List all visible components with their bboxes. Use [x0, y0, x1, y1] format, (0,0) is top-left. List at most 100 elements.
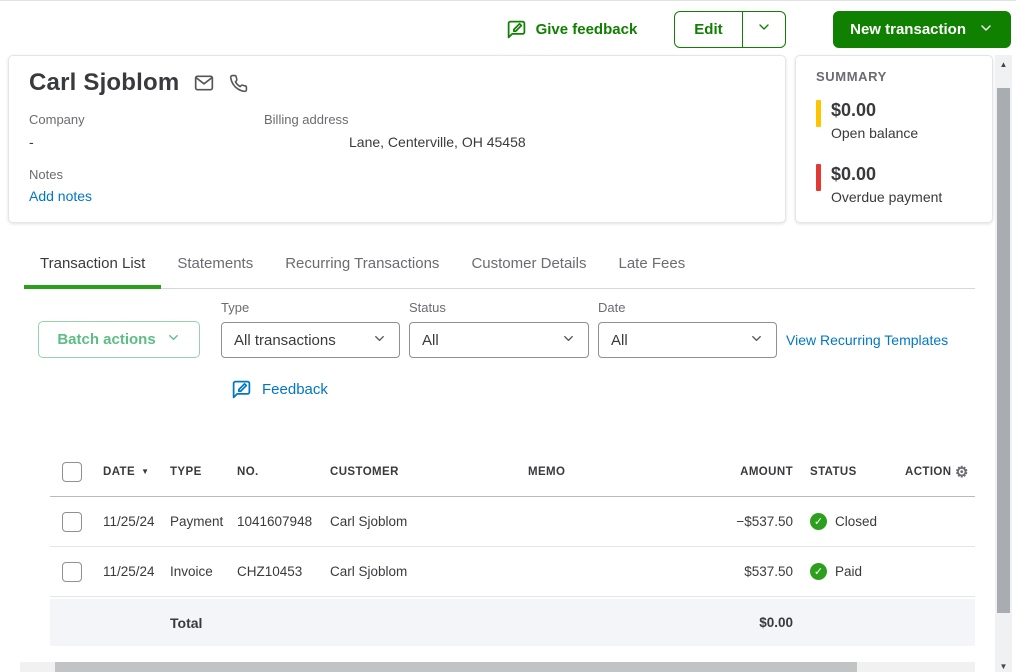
cell-no: 1041607948	[237, 514, 313, 529]
tab-recurring-transactions[interactable]: Recurring Transactions	[285, 255, 440, 272]
chevron-down-icon	[749, 331, 764, 350]
header-action[interactable]: ACTION	[905, 465, 952, 478]
scroll-down-icon[interactable]: ▼	[999, 662, 1008, 671]
phone-icon[interactable]	[229, 74, 248, 93]
transaction-table: DATE ▼ TYPE NO. CUSTOMER MEMO AMOUNT STA…	[50, 447, 975, 646]
total-label: Total	[170, 614, 203, 631]
row-checkbox[interactable]	[62, 561, 82, 582]
summary-card: SUMMARY $0.00 Open balance $0.00 Overdue…	[795, 55, 993, 223]
give-feedback-link[interactable]: Give feedback	[506, 19, 638, 40]
horizontal-scrollbar[interactable]	[20, 662, 975, 672]
chevron-down-icon	[756, 19, 772, 40]
customer-name: Carl Sjoblom	[29, 69, 180, 96]
table-row[interactable]: 11/25/24 Invoice CHZ10453 Carl Sjoblom $…	[50, 547, 975, 597]
summary-overdue-payment: $0.00 Overdue payment	[816, 164, 972, 205]
batch-actions-label: Batch actions	[57, 331, 156, 348]
date-filter-value: All	[611, 331, 628, 349]
tab-bar: Transaction List Statements Recurring Tr…	[24, 250, 975, 289]
overdue-payment-bar	[816, 164, 821, 191]
date-filter-dropdown[interactable]: All	[598, 322, 777, 358]
feedback-label: Feedback	[262, 381, 328, 398]
give-feedback-label: Give feedback	[535, 21, 638, 38]
gear-icon[interactable]: ⚙	[955, 463, 969, 481]
header-date[interactable]: DATE	[103, 465, 136, 478]
customer-info-card: Carl Sjoblom Company - Billing address L…	[8, 55, 786, 223]
top-divider	[0, 0, 1016, 1]
status-check-icon: ✓	[810, 563, 827, 580]
edit-dropdown-toggle[interactable]	[743, 12, 785, 47]
sort-desc-icon: ▼	[141, 467, 150, 476]
company-value: -	[29, 134, 34, 150]
edit-label: Edit	[694, 21, 723, 38]
type-filter-label: Type	[221, 300, 250, 315]
status-filter-dropdown[interactable]: All	[409, 322, 589, 358]
status-check-icon: ✓	[810, 513, 827, 530]
row-checkbox[interactable]	[62, 511, 82, 532]
cell-date: 11/25/24	[103, 564, 155, 579]
header-status[interactable]: STATUS	[810, 465, 857, 478]
billing-address-label: Billing address	[264, 112, 349, 127]
scroll-up-icon[interactable]: ▲	[999, 60, 1008, 69]
cell-customer: Carl Sjoblom	[330, 514, 408, 529]
cell-status: ✓ Paid	[793, 563, 905, 580]
open-balance-bar	[816, 100, 821, 127]
status-filter-value: All	[422, 331, 439, 349]
cell-no: CHZ10453	[237, 564, 303, 579]
cell-type: Payment	[170, 514, 224, 529]
vertical-scrollbar[interactable]: ▲ ▼	[995, 55, 1012, 672]
batch-actions-button[interactable]: Batch actions	[38, 321, 200, 358]
vertical-scrollbar-thumb[interactable]	[997, 88, 1010, 613]
table-row[interactable]: 11/25/24 Payment 1041607948 Carl Sjoblom…	[50, 497, 975, 547]
cell-customer: Carl Sjoblom	[330, 564, 408, 579]
new-transaction-label: New transaction	[850, 21, 966, 38]
header-no[interactable]: NO.	[237, 465, 259, 478]
cell-amount: −$537.50	[736, 514, 793, 529]
email-icon[interactable]	[194, 73, 214, 93]
chevron-down-icon	[372, 331, 387, 350]
status-filter-label: Status	[409, 300, 446, 315]
cell-date: 11/25/24	[103, 514, 155, 529]
chevron-down-icon	[166, 330, 181, 349]
edit-button[interactable]: Edit	[675, 12, 741, 47]
type-filter-value: All transactions	[234, 331, 336, 349]
cell-type: Invoice	[170, 564, 213, 579]
overdue-payment-amount: $0.00	[831, 164, 877, 184]
header-type[interactable]: TYPE	[170, 465, 202, 478]
edit-button-divider	[741, 12, 744, 47]
header-memo[interactable]: MEMO	[528, 465, 566, 478]
table-total-row: Total $0.00	[50, 599, 975, 646]
overdue-payment-label: Overdue payment	[831, 189, 943, 205]
header-customer[interactable]: CUSTOMER	[330, 465, 399, 478]
open-balance-amount: $0.00	[831, 100, 877, 120]
top-action-bar: Give feedback Edit New transaction	[506, 11, 1011, 48]
open-balance-label: Open balance	[831, 125, 919, 141]
status-text: Closed	[835, 514, 878, 529]
type-filter-dropdown[interactable]: All transactions	[221, 322, 400, 358]
new-transaction-button[interactable]: New transaction	[833, 11, 1011, 48]
cell-status: ✓ Closed	[793, 513, 905, 530]
feedback-bubble-icon	[506, 19, 527, 40]
select-all-checkbox[interactable]	[62, 461, 82, 482]
summary-open-balance: $0.00 Open balance	[816, 100, 972, 141]
edit-split-button: Edit	[674, 11, 787, 48]
add-notes-link[interactable]: Add notes	[29, 188, 93, 204]
status-text: Paid	[835, 564, 863, 579]
table-header-row: DATE ▼ TYPE NO. CUSTOMER MEMO AMOUNT STA…	[50, 447, 975, 497]
feedback-link[interactable]: Feedback	[231, 379, 328, 400]
notes-label: Notes	[29, 167, 63, 182]
total-value: $0.00	[759, 615, 793, 630]
tab-transaction-list[interactable]: Transaction List	[24, 250, 162, 289]
tab-late-fees[interactable]: Late Fees	[618, 255, 686, 272]
cell-amount: $537.50	[744, 564, 793, 579]
billing-address-value: Lane, Centerville, OH 45458	[349, 134, 526, 150]
tab-statements[interactable]: Statements	[177, 255, 254, 272]
view-recurring-templates-link[interactable]: View Recurring Templates	[786, 332, 949, 348]
summary-title: SUMMARY	[816, 69, 887, 84]
header-amount[interactable]: AMOUNT	[740, 465, 793, 478]
horizontal-scrollbar-thumb[interactable]	[55, 662, 857, 672]
company-label: Company	[29, 112, 85, 127]
feedback-bubble-icon	[231, 379, 252, 400]
date-filter-label: Date	[598, 300, 626, 315]
tab-customer-details[interactable]: Customer Details	[471, 255, 587, 272]
chevron-down-icon	[561, 331, 576, 350]
